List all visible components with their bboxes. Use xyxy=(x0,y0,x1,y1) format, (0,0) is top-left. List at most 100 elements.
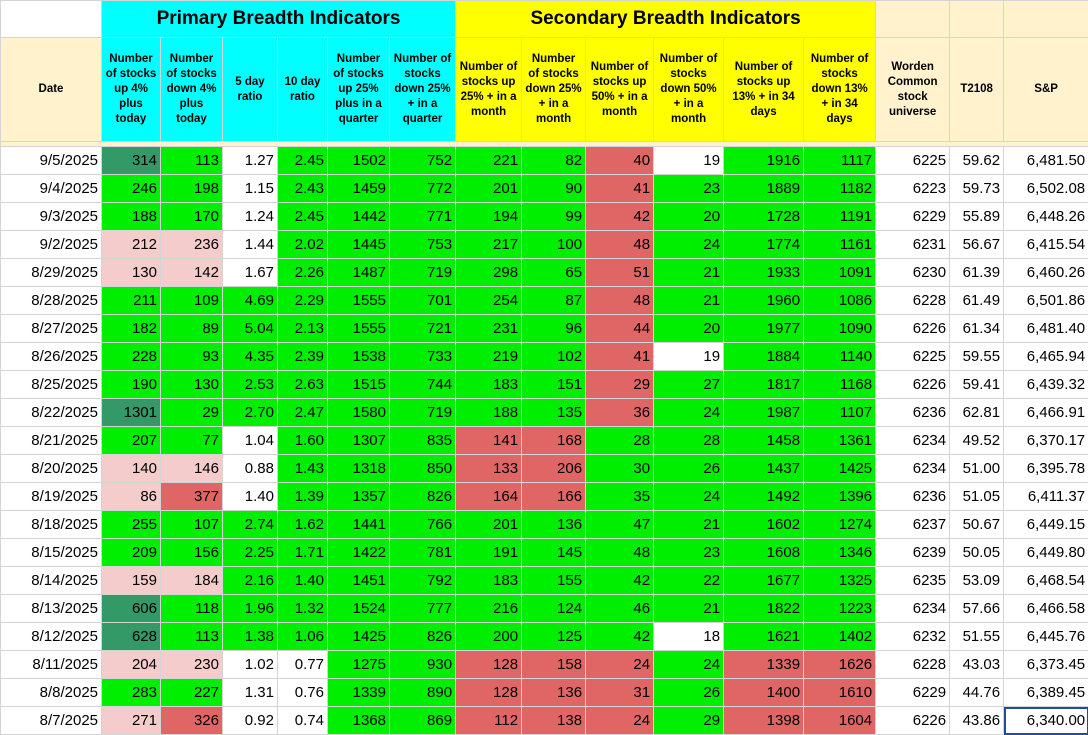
cell-5-day-ratio[interactable]: 2.53 xyxy=(222,370,278,399)
cell-10-day-ratio[interactable]: 1.06 xyxy=(277,622,328,651)
cell-up-25pct-month[interactable]: 298 xyxy=(455,258,523,287)
cell-sp[interactable]: 6,466.91 xyxy=(1003,398,1088,427)
cell-down-50pct-month[interactable]: 21 xyxy=(653,286,725,315)
cell-sp[interactable]: 6,448.26 xyxy=(1003,202,1088,231)
cell-down-50pct-month[interactable]: 26 xyxy=(653,454,725,483)
cell-up-13pct-34-days[interactable]: 1608 xyxy=(723,538,805,567)
cell-down-13pct-34-days[interactable]: 1402 xyxy=(803,622,877,651)
cell-down-50pct-month[interactable]: 19 xyxy=(653,146,725,175)
cell-sp[interactable]: 6,340.00 xyxy=(1003,706,1088,735)
cell-up-25pct-month[interactable]: 183 xyxy=(455,566,523,595)
cell-up-50pct-month[interactable]: 41 xyxy=(585,174,655,203)
cell-worden-universe[interactable]: 6228 xyxy=(875,286,951,315)
cell-up-50pct-month[interactable]: 36 xyxy=(585,398,655,427)
cell-date[interactable]: 8/22/2025 xyxy=(0,398,102,427)
cell-down-25pct-quarter[interactable]: 771 xyxy=(388,202,457,231)
cell-10-day-ratio[interactable]: 2.02 xyxy=(277,230,328,259)
cell-date[interactable]: 9/2/2025 xyxy=(0,230,102,259)
cell-down-13pct-34-days[interactable]: 1361 xyxy=(803,426,877,455)
cell-down-25pct-month[interactable]: 138 xyxy=(521,706,587,735)
cell-date[interactable]: 9/4/2025 xyxy=(0,174,102,203)
cell-up-4pct-today[interactable]: 130 xyxy=(101,258,161,287)
cell-up-25pct-month[interactable]: 188 xyxy=(455,398,523,427)
cell-down-25pct-month[interactable]: 87 xyxy=(521,286,587,315)
cell-down-13pct-34-days[interactable]: 1168 xyxy=(803,370,877,399)
cell-up-50pct-month[interactable]: 24 xyxy=(585,650,655,679)
cell-down-4pct-today[interactable]: 130 xyxy=(160,370,223,399)
cell-5-day-ratio[interactable]: 2.25 xyxy=(222,538,278,567)
cell-down-50pct-month[interactable]: 24 xyxy=(653,482,725,511)
cell-down-25pct-quarter[interactable]: 744 xyxy=(388,370,457,399)
cell-worden-universe[interactable]: 6234 xyxy=(875,454,951,483)
cell-down-4pct-today[interactable]: 118 xyxy=(160,594,223,623)
cell-down-25pct-quarter[interactable]: 835 xyxy=(388,426,457,455)
cell-down-4pct-today[interactable]: 107 xyxy=(160,510,223,539)
cell-up-50pct-month[interactable]: 48 xyxy=(585,538,655,567)
cell-up-4pct-today[interactable]: 188 xyxy=(101,202,161,231)
cell-t2108[interactable]: 59.55 xyxy=(949,342,1005,371)
cell-down-25pct-quarter[interactable]: 890 xyxy=(388,678,457,707)
cell-up-25pct-month[interactable]: 128 xyxy=(455,650,523,679)
cell-10-day-ratio[interactable]: 1.60 xyxy=(277,426,328,455)
cell-down-4pct-today[interactable]: 377 xyxy=(160,482,223,511)
cell-down-25pct-quarter[interactable]: 930 xyxy=(388,650,457,679)
header-down-25pct-quarter[interactable]: Number of stocks down 25% + in a quarter xyxy=(388,37,457,142)
cell-down-4pct-today[interactable]: 29 xyxy=(160,398,223,427)
cell-worden-universe[interactable]: 6226 xyxy=(875,314,951,343)
cell-up-4pct-today[interactable]: 255 xyxy=(101,510,161,539)
cell-sp[interactable]: 6,465.94 xyxy=(1003,342,1088,371)
cell-up-4pct-today[interactable]: 246 xyxy=(101,174,161,203)
cell-down-25pct-month[interactable]: 125 xyxy=(521,622,587,651)
header-date[interactable]: Date xyxy=(0,37,102,142)
cell-up-13pct-34-days[interactable]: 1960 xyxy=(723,286,805,315)
cell-down-13pct-34-days[interactable]: 1117 xyxy=(803,146,877,175)
cell-t2108[interactable]: 61.34 xyxy=(949,314,1005,343)
cell-sp[interactable]: 6,395.78 xyxy=(1003,454,1088,483)
cell-5-day-ratio[interactable]: 1.27 xyxy=(222,146,278,175)
cell-down-4pct-today[interactable]: 156 xyxy=(160,538,223,567)
cell-down-25pct-month[interactable]: 90 xyxy=(521,174,587,203)
cell-down-4pct-today[interactable]: 227 xyxy=(160,678,223,707)
cell-10-day-ratio[interactable]: 1.71 xyxy=(277,538,328,567)
cell-sp[interactable]: 6,502.08 xyxy=(1003,174,1088,203)
cell-up-50pct-month[interactable]: 40 xyxy=(585,146,655,175)
cell-down-50pct-month[interactable]: 27 xyxy=(653,370,725,399)
cell-up-50pct-month[interactable]: 42 xyxy=(585,202,655,231)
cell-down-25pct-quarter[interactable]: 781 xyxy=(388,538,457,567)
header-up-4pct-today[interactable]: Number of stocks up 4% plus today xyxy=(101,37,161,142)
cell-t2108[interactable]: 50.67 xyxy=(949,510,1005,539)
cell-up-4pct-today[interactable]: 283 xyxy=(101,678,161,707)
cell-down-25pct-month[interactable]: 168 xyxy=(521,426,587,455)
cell-up-25pct-month[interactable]: 201 xyxy=(455,174,523,203)
header-down-4pct-today[interactable]: Number of stocks down 4% plus today xyxy=(160,37,223,142)
cell-sp[interactable]: 6,460.26 xyxy=(1003,258,1088,287)
cell-date[interactable]: 8/18/2025 xyxy=(0,510,102,539)
cell-up-25pct-quarter[interactable]: 1275 xyxy=(327,650,390,679)
primary-band-title[interactable]: Primary Breadth Indicators xyxy=(100,0,457,38)
cell-up-13pct-34-days[interactable]: 1458 xyxy=(723,426,805,455)
cell-worden-universe[interactable]: 6235 xyxy=(875,566,951,595)
cell-up-13pct-34-days[interactable]: 1602 xyxy=(723,510,805,539)
cell-up-25pct-quarter[interactable]: 1422 xyxy=(327,538,390,567)
cell-5-day-ratio[interactable]: 1.02 xyxy=(222,650,278,679)
cell-10-day-ratio[interactable]: 2.29 xyxy=(277,286,328,315)
cell-date[interactable]: 8/15/2025 xyxy=(0,538,102,567)
cell-5-day-ratio[interactable]: 2.70 xyxy=(222,398,278,427)
cell-down-25pct-month[interactable]: 206 xyxy=(521,454,587,483)
cell-down-25pct-quarter[interactable]: 777 xyxy=(388,594,457,623)
cell-up-50pct-month[interactable]: 47 xyxy=(585,510,655,539)
cell-worden-universe[interactable]: 6229 xyxy=(875,678,951,707)
cell-t2108[interactable]: 53.09 xyxy=(949,566,1005,595)
cell-down-13pct-34-days[interactable]: 1090 xyxy=(803,314,877,343)
cell-up-25pct-month[interactable]: 231 xyxy=(455,314,523,343)
cell-down-4pct-today[interactable]: 184 xyxy=(160,566,223,595)
cell-up-25pct-quarter[interactable]: 1538 xyxy=(327,342,390,371)
band-right-cell[interactable] xyxy=(1003,0,1088,38)
cell-10-day-ratio[interactable]: 2.63 xyxy=(277,370,328,399)
cell-sp[interactable]: 6,445.76 xyxy=(1003,622,1088,651)
cell-down-25pct-quarter[interactable]: 721 xyxy=(388,314,457,343)
cell-up-4pct-today[interactable]: 1301 xyxy=(101,398,161,427)
cell-up-4pct-today[interactable]: 209 xyxy=(101,538,161,567)
cell-down-50pct-month[interactable]: 21 xyxy=(653,510,725,539)
cell-down-50pct-month[interactable]: 28 xyxy=(653,426,725,455)
